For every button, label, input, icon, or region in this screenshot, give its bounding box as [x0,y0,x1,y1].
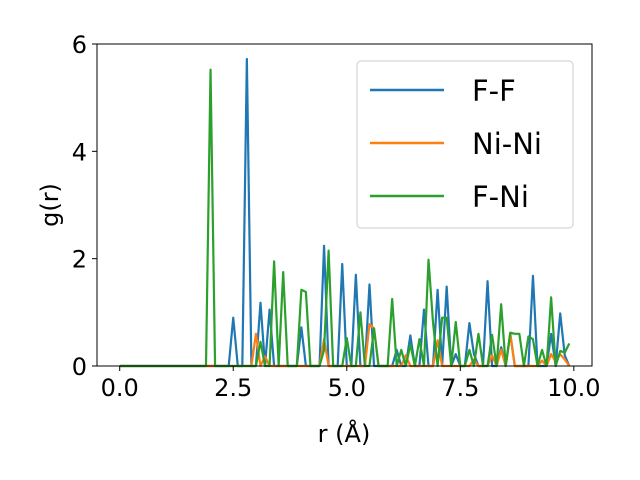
y-axis-title: g(r) [36,183,64,227]
plot-frame [96,43,593,367]
legend-label-f-f: F-F [472,74,516,108]
y-tick-label: 2 [72,246,87,274]
x-axis: 0.0 2.5 5.0 7.5 10.0 [101,366,601,402]
x-tick-label: 2.5 [214,374,252,402]
y-axis: 0 2 4 6 [72,31,97,381]
x-tick-label: 5.0 [328,374,366,402]
legend-label-ni-ni: Ni-Ni [472,127,542,161]
legend-box [356,60,574,229]
legend: F-F Ni-Ni F-Ni [356,60,574,229]
x-tick-label: 0.0 [101,374,139,402]
y-tick-label: 6 [72,31,87,59]
x-axis-title: r (Å) [318,419,371,448]
legend-label-f-ni: F-Ni [472,180,529,214]
y-tick-label: 0 [72,353,87,381]
x-tick-label: 7.5 [441,374,479,402]
y-tick-label: 4 [72,138,87,166]
x-tick-label: 10.0 [547,374,600,402]
